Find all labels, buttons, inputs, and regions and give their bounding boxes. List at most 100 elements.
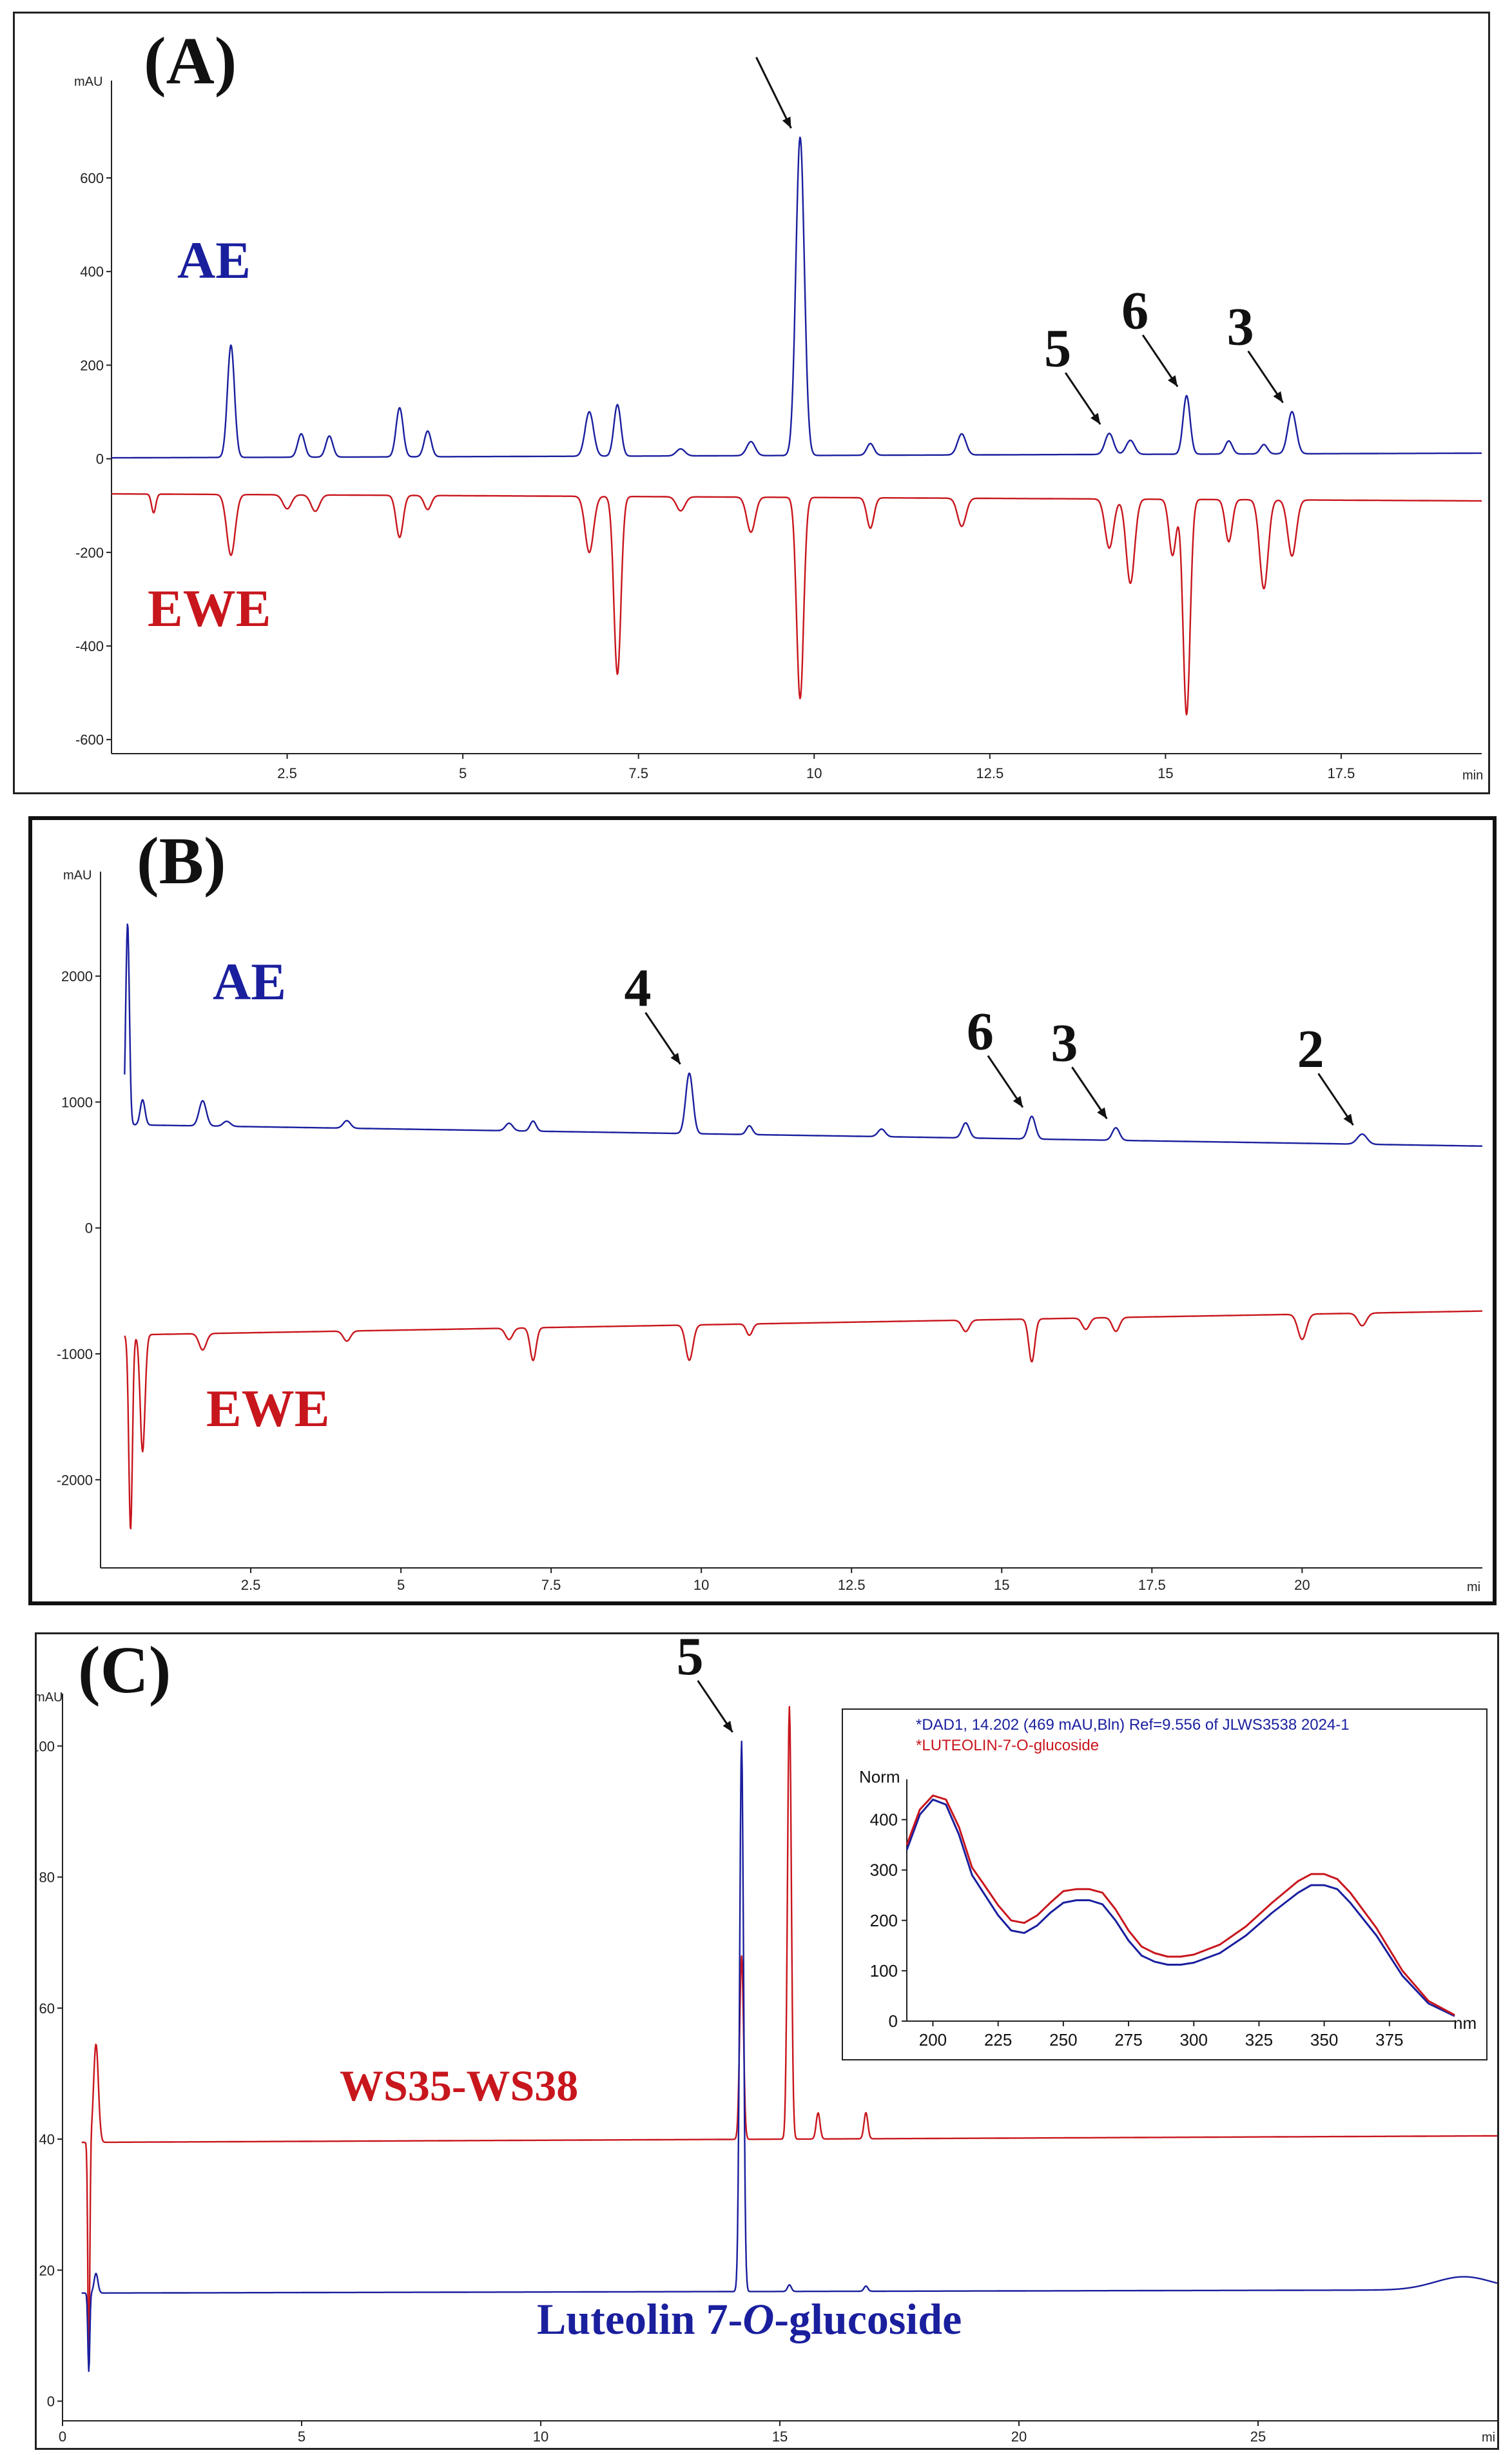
marker-arrow-head [1343, 1113, 1353, 1126]
inset-x-tick-label: 275 [1114, 2030, 1142, 2049]
marker-arrow-head [1097, 1107, 1107, 1119]
y-tick-label: 400 [80, 264, 104, 280]
peak-label: 6 [1121, 281, 1149, 341]
y-tick-label: 1000 [61, 1094, 93, 1110]
x-tick-label: 10 [693, 1577, 709, 1593]
series-label-ae: AE [213, 952, 286, 1011]
panel-a-axes: 2.5 5 7.5 10 12.5 15 17.5 -600 -400 -200 0 200 400 6… [75, 81, 1482, 781]
trace-red [81, 1706, 1497, 2364]
y-tick-label: -600 [75, 732, 104, 748]
x-tick-label: 7.5 [541, 1577, 561, 1593]
peak-marker-6: 6 [1121, 281, 1179, 387]
peak-marker-4: 4 [755, 57, 792, 129]
x-tick-label: 12.5 [976, 765, 1003, 781]
x-unit-label: min [1462, 768, 1483, 783]
panel-b-svg: 2.5 5 7.5 10 12.5 15 17.5 20 -2000 -1000 0 1000 200… [57, 824, 1483, 1594]
x-tick-label: 5 [397, 1577, 405, 1593]
peak-marker-3: 3 [1051, 1013, 1108, 1120]
inset-y-tick-label: 200 [870, 1911, 898, 1930]
x-tick-label: 25 [1250, 2429, 1266, 2445]
inset-y-tick-label: 0 [889, 2011, 898, 2031]
panel-a-svg: 2.5 5 7.5 10 12.5 15 17.5 -600 -400 -200 0 200 400 6… [74, 24, 1483, 783]
inset-x-tick-label: 350 [1310, 2030, 1338, 2049]
inset-x-tick-label: 250 [1049, 2030, 1077, 2049]
series-label-ewe: EWE [148, 579, 271, 638]
x-tick-label: 5 [459, 765, 467, 781]
marker-arrow-line [755, 57, 792, 129]
panel-c-axes: 0 5 10 15 20 25 0 20 40 60 80 100 [37, 1694, 1497, 2445]
inset-y-tick-label: 100 [870, 1961, 898, 1981]
series-label-ws35-ws38: WS35-WS38 [340, 2061, 578, 2110]
y-tick-label: -1000 [57, 1346, 93, 1362]
y-tick-label: -2000 [57, 1472, 93, 1488]
peak-marker-6: 6 [967, 1002, 1024, 1108]
marker-arrow-head [1013, 1095, 1023, 1108]
peak-marker-5: 5 [677, 1634, 733, 1733]
y-tick-label: 20 [39, 2262, 55, 2278]
y-tick-label: 2000 [61, 968, 93, 984]
inset-frame [842, 1708, 1488, 2060]
trace-blue [81, 1740, 1497, 2372]
marker-arrow-head [1090, 413, 1101, 425]
inset-legend-standard: *LUTEOLIN-7-O-glucoside [916, 1737, 1099, 1754]
inset-trace-red [906, 1794, 1455, 2016]
peak-marker-2: 2 [1297, 1019, 1354, 1126]
peak-label: 4 [625, 959, 652, 1019]
marker-arrow-head [1168, 375, 1178, 387]
trace-blue [111, 136, 1482, 459]
peak-label: 5 [677, 1634, 704, 1687]
panel-c-svg: 0 5 10 15 20 25 0 20 40 60 80 100 mAU mi 5 (C) WS3… [37, 1634, 1497, 2445]
marker-arrow-head [782, 116, 791, 128]
inset-x-tick-label: 300 [1180, 2030, 1208, 2049]
x-tick-label: 10 [533, 2429, 548, 2445]
inset-y-tick-label: 400 [870, 1810, 898, 1830]
x-tick-label: 2.5 [277, 765, 297, 781]
y-unit-label: mAU [37, 1690, 63, 1705]
trace-blue [124, 923, 1483, 1147]
x-tick-label: 10 [806, 765, 822, 781]
y-tick-label: 0 [85, 1220, 93, 1237]
panel-b-axes: 2.5 5 7.5 10 12.5 15 17.5 20 -2000 -1000 0 1000 200… [57, 872, 1482, 1593]
peak-label: 6 [967, 1002, 994, 1062]
panel-label: (B) [137, 824, 226, 898]
inset-x-tick-label: 375 [1375, 2030, 1403, 2049]
inset-legend-sample: *DAD1, 14.202 (469 mAU,Bln) Ref=9.556 of… [916, 1716, 1350, 1734]
y-tick-label: -200 [75, 545, 104, 561]
x-tick-label: 20 [1294, 1577, 1310, 1593]
x-tick-label: 12.5 [838, 1577, 866, 1593]
x-tick-label: 15 [1158, 765, 1173, 781]
y-tick-label: 60 [39, 2000, 55, 2017]
x-unit-label: mi [1467, 1580, 1480, 1594]
x-tick-label: 2.5 [241, 1577, 261, 1593]
y-tick-label: 600 [80, 170, 104, 186]
x-unit-label: mi [1482, 2431, 1495, 2445]
trace-red [124, 1310, 1483, 1530]
x-tick-label: 0 [59, 2429, 66, 2445]
inset-y-tick-label: 300 [870, 1861, 898, 1880]
y-unit-label: mAU [63, 868, 92, 883]
y-tick-label: 0 [47, 2394, 55, 2410]
chromatogram-panel-b: 2.5 5 7.5 10 12.5 15 17.5 20 -2000 -1000 0 1000 200… [28, 816, 1497, 1605]
peak-label: 5 [1044, 318, 1071, 378]
y-tick-label: 200 [80, 357, 104, 373]
inset-x-unit: nm [1453, 2013, 1477, 2033]
marker-arrow-head [722, 1721, 733, 1732]
x-tick-label: 17.5 [1328, 765, 1355, 781]
series-label-luteolin: Luteolin 7-O-glucoside [537, 2294, 962, 2343]
panel-label: (A) [144, 24, 237, 98]
trace-red [111, 493, 1482, 716]
y-tick-label: 40 [39, 2131, 55, 2147]
panel-label: (C) [78, 1634, 171, 1707]
marker-arrow-head [670, 1052, 681, 1064]
uv-spectrum-inset: *DAD1, 14.202 (469 mAU,Bln) Ref=9.556 of… [842, 1708, 1488, 2060]
y-tick-label: 0 [96, 451, 104, 467]
y-tick-label: 80 [39, 1870, 55, 1886]
y-unit-label: mAU [74, 75, 102, 89]
x-tick-label: 7.5 [628, 765, 648, 781]
peak-marker-4: 4 [625, 959, 681, 1065]
x-tick-label: 15 [772, 2429, 788, 2445]
x-tick-label: 20 [1011, 2429, 1027, 2445]
inset-x-tick-label: 225 [984, 2030, 1012, 2049]
chromatogram-panel-c: 0 5 10 15 20 25 0 20 40 60 80 100 mAU mi 5 (C) WS3… [35, 1632, 1499, 2450]
inset-y-unit: Norm [859, 1767, 900, 1786]
